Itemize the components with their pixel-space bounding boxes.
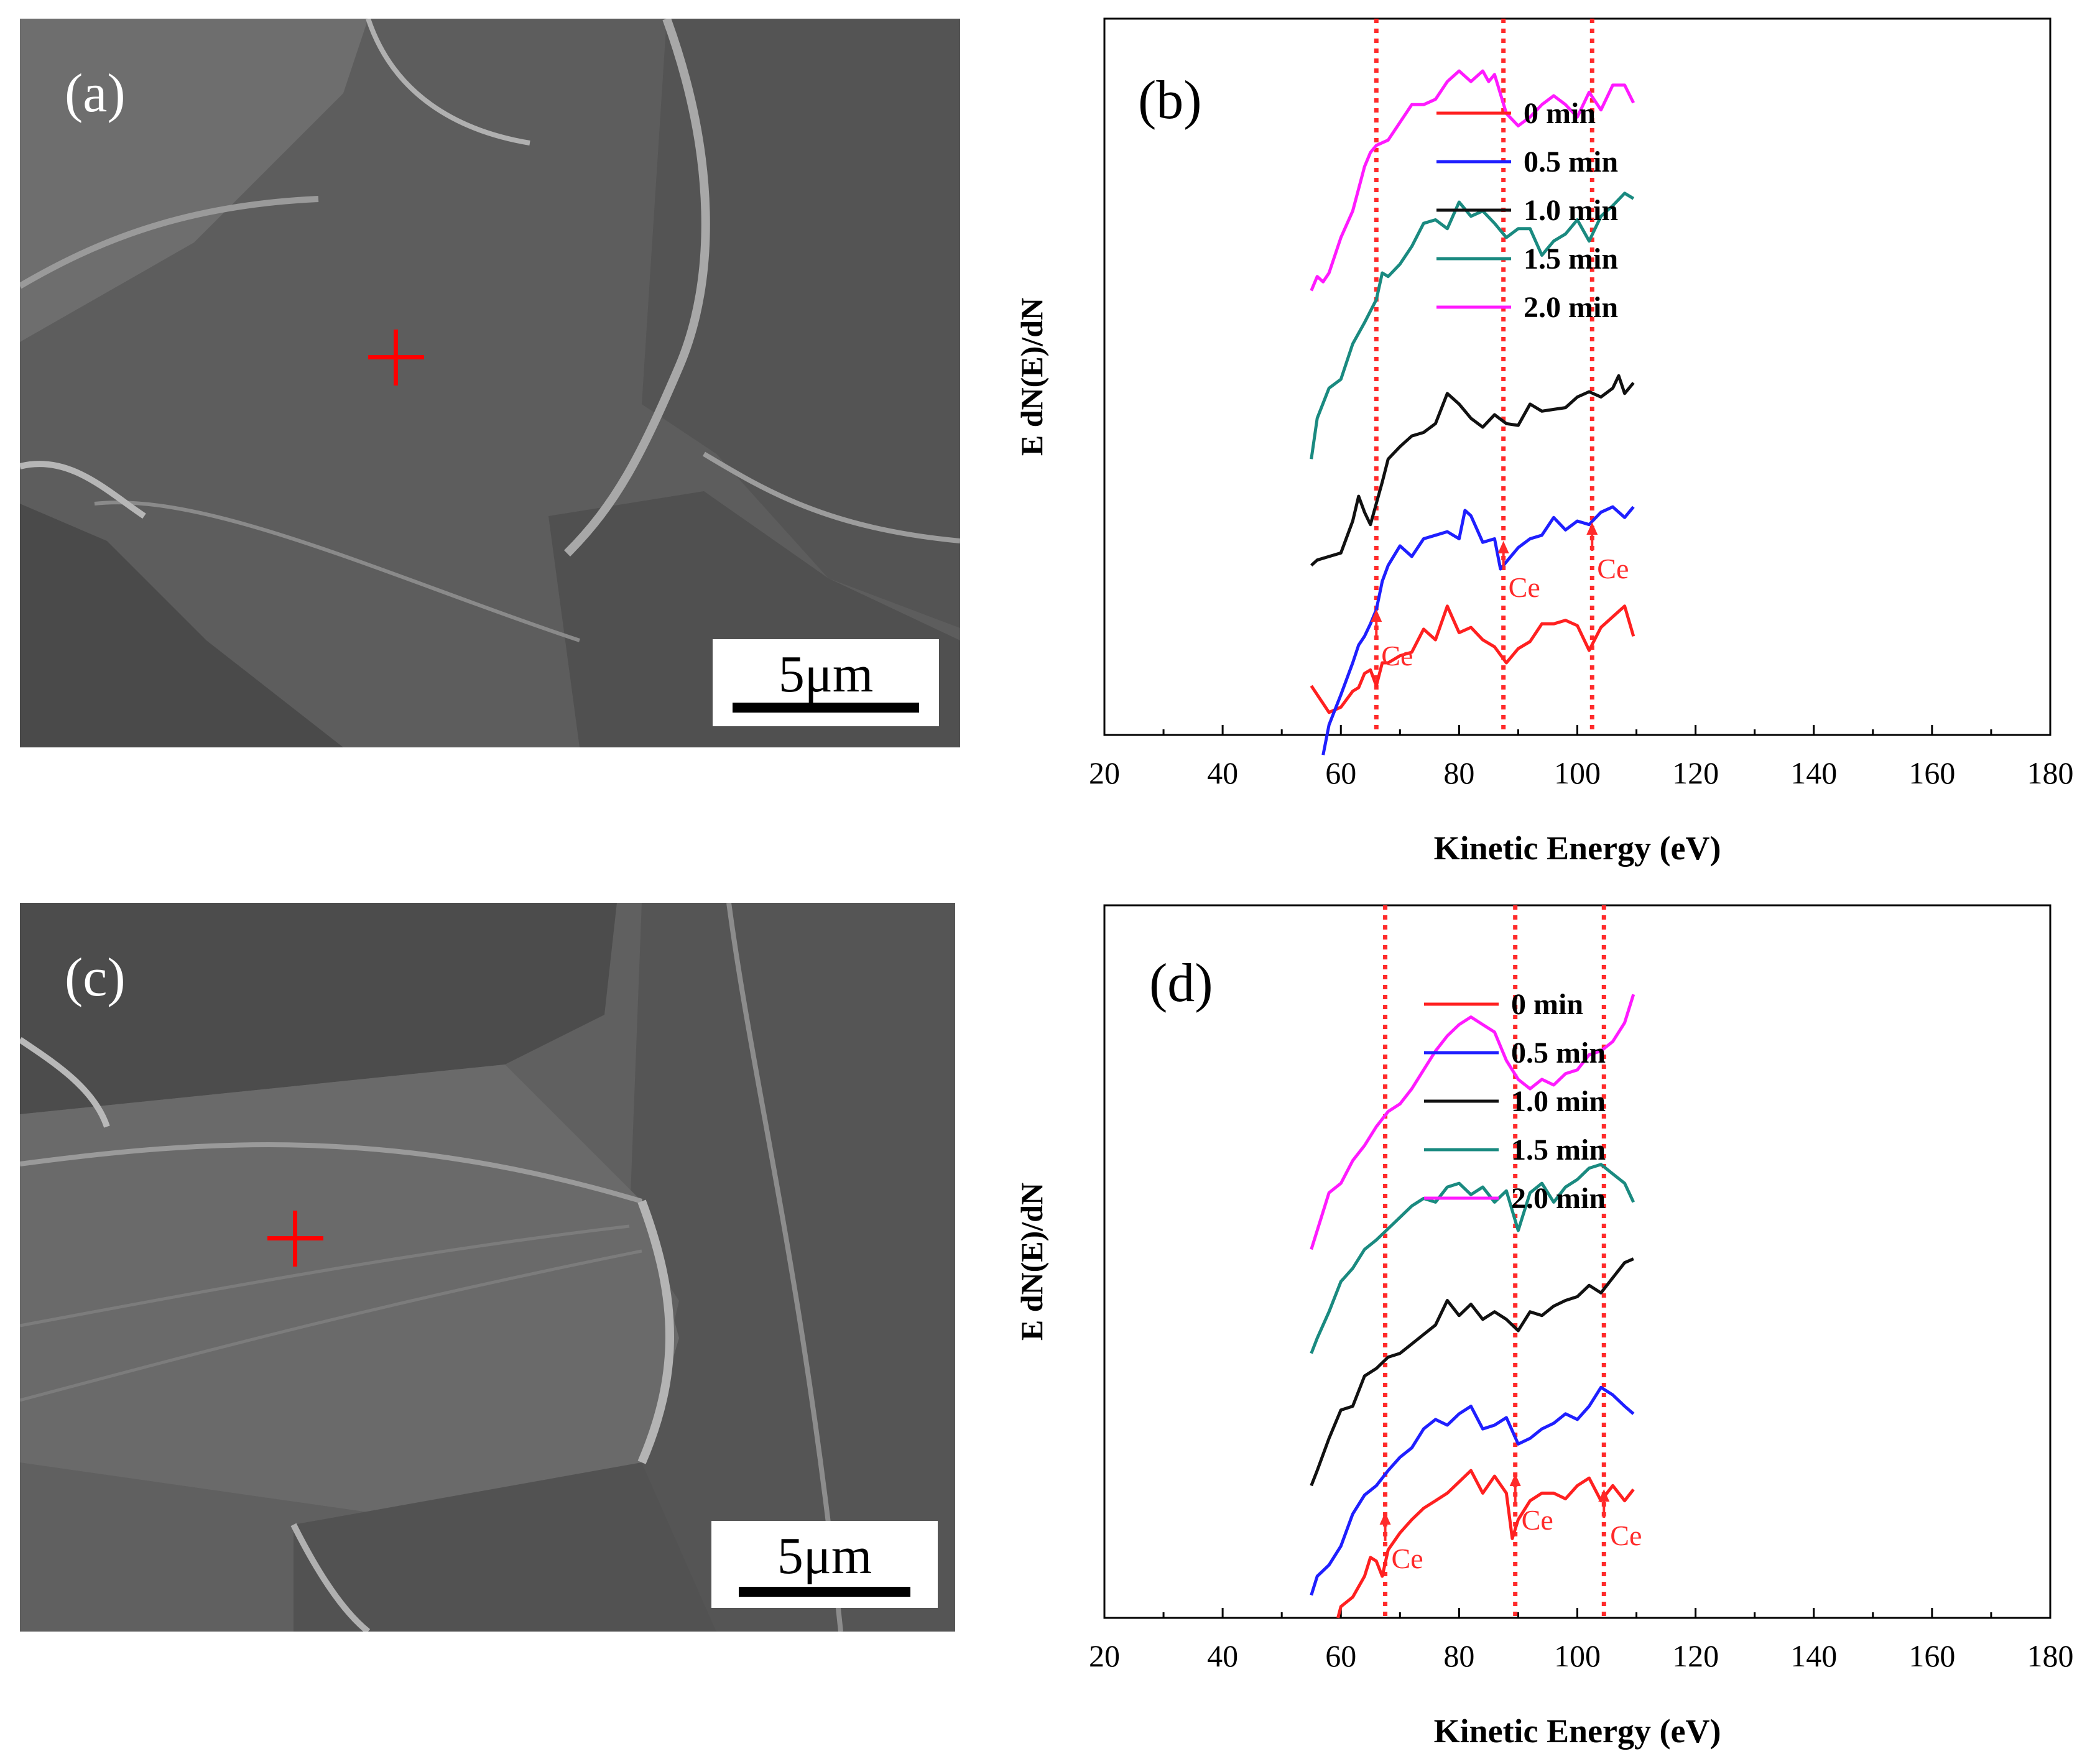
y-axis-title: E dN(E)/dN [1014, 298, 1049, 456]
panel-label-c: (c) [65, 948, 126, 1008]
x-tick-label: 20 [1089, 1638, 1120, 1673]
legend-label-0: 0 min [1511, 988, 1583, 1021]
ce-label: Ce [1392, 1543, 1423, 1574]
series-line-0 [1336, 1469, 1635, 1619]
series-line-1 [1321, 505, 1635, 755]
legend-label-2: 1.0 min [1511, 1085, 1606, 1118]
ce-label: Ce [1597, 553, 1629, 584]
x-tick-label: 140 [1790, 755, 1837, 790]
x-axis-title: Kinetic Energy (eV) [1434, 829, 1721, 867]
ce-arrowhead [1379, 1512, 1391, 1525]
series-line-3 [1310, 1163, 1635, 1354]
x-axis-title: Kinetic Energy (eV) [1434, 1712, 1721, 1750]
panel-label: (b) [1138, 70, 1202, 131]
ce-label: Ce [1381, 640, 1413, 672]
x-tick-label: 100 [1554, 1638, 1601, 1673]
sem-texture-a [20, 19, 960, 747]
panel-label-a: (a) [65, 63, 126, 124]
x-tick-label: 60 [1325, 755, 1356, 790]
ce-arrowhead [1371, 609, 1382, 622]
measurement-point-marker-a [368, 330, 424, 386]
y-axis-title: E dN(E)/dN [1014, 1183, 1049, 1341]
scalebar-label-a: 5μm [778, 645, 874, 703]
ce-arrowhead [1509, 1474, 1521, 1486]
x-tick-label: 40 [1207, 755, 1238, 790]
scalebar-label-c: 5μm [777, 1527, 872, 1585]
legend-label-3: 1.5 min [1524, 242, 1618, 275]
scalebar-a: 5μm [713, 639, 939, 726]
ce-arrowhead [1598, 1489, 1610, 1502]
ce-label: Ce [1610, 1520, 1642, 1551]
scalebar-c: 5μm [711, 1521, 938, 1608]
legend-label-1: 0.5 min [1511, 1037, 1606, 1069]
x-tick-label: 60 [1325, 1638, 1356, 1673]
ce-arrowhead [1586, 522, 1598, 535]
legend-label-0: 0 min [1524, 97, 1596, 130]
ce-arrowhead [1497, 541, 1509, 553]
x-tick-label: 20 [1089, 755, 1120, 790]
sem-image-c: (c) 5μm [20, 903, 955, 1632]
x-tick-label: 140 [1790, 1638, 1837, 1673]
x-tick-label: 80 [1443, 755, 1474, 790]
x-tick-label: 120 [1672, 755, 1719, 790]
legend-label-2: 1.0 min [1524, 194, 1618, 227]
x-tick-label: 180 [2027, 1638, 2074, 1673]
sem-image-a: (a) 5μm [20, 19, 960, 747]
ce-label: Ce [1509, 571, 1540, 603]
series-line-1 [1310, 1385, 1635, 1596]
x-tick-label: 180 [2027, 755, 2074, 790]
series-line-0 [1310, 604, 1635, 714]
ce-label: Ce [1522, 1504, 1553, 1536]
auger-chart-d: 20 40 60 80 100 120 140 160 180 Kinetic Energy (e… [1014, 904, 2074, 1750]
x-tick-label: 80 [1443, 1638, 1474, 1673]
x-tick-label: 40 [1207, 1638, 1238, 1673]
legend-label-3: 1.5 min [1511, 1134, 1606, 1166]
sem-texture-c [20, 903, 955, 1632]
series-line-2 [1310, 374, 1635, 567]
series-line-4 [1310, 994, 1635, 1250]
legend-label-4: 2.0 min [1524, 291, 1618, 324]
x-tick-label: 100 [1554, 755, 1601, 790]
legend-label-4: 2.0 min [1511, 1182, 1606, 1215]
x-tick-label: 120 [1672, 1638, 1719, 1673]
x-tick-label: 160 [1908, 755, 1955, 790]
series-line-4 [1310, 69, 1635, 292]
x-tick-label: 160 [1908, 1638, 1955, 1673]
legend-label-1: 0.5 min [1524, 145, 1618, 178]
measurement-point-marker-c [267, 1211, 323, 1267]
panel-label: (d) [1149, 953, 1213, 1014]
series-line-2 [1310, 1257, 1634, 1487]
auger-chart-b: 20 40 60 80 100 120 140 160 180 Kinetic Energy (e… [1014, 17, 2074, 867]
